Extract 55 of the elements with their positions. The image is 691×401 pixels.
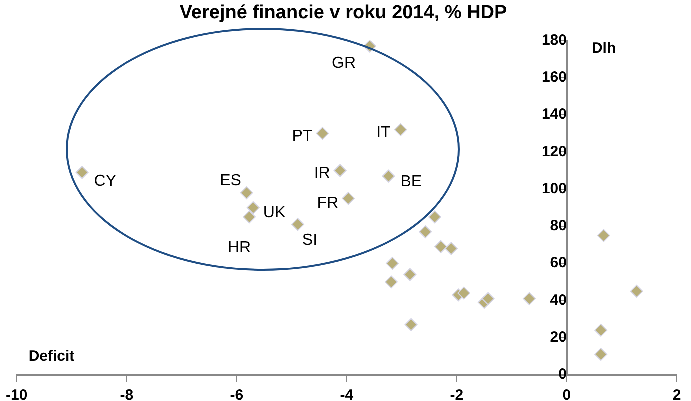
- annotation: HR: [228, 240, 252, 257]
- annotation: SI: [302, 232, 318, 250]
- annotation: FR: [317, 195, 339, 212]
- y-tick-label: 100: [542, 180, 567, 198]
- annotation: ES: [220, 172, 242, 190]
- y-tick-label: 80: [550, 218, 567, 235]
- point: [382, 170, 396, 183]
- point: [482, 292, 495, 306]
- point: [240, 186, 254, 200]
- annotation: IT: [376, 124, 392, 142]
- point: [428, 210, 442, 224]
- annotation: UK: [263, 204, 286, 222]
- point: [386, 257, 400, 270]
- y-tick-label: 20: [550, 329, 567, 346]
- x-axis-title: Deficit: [28, 348, 75, 366]
- point: [291, 218, 304, 232]
- annotation: IR: [314, 165, 330, 182]
- point: [76, 166, 89, 180]
- point: [404, 268, 417, 282]
- point: [334, 164, 347, 178]
- point: [419, 226, 432, 239]
- y-tick-label: 160: [542, 69, 567, 86]
- annotation: BE: [400, 174, 422, 191]
- point: [594, 348, 608, 362]
- point: [394, 123, 408, 136]
- point: [594, 324, 608, 337]
- point: [404, 318, 418, 332]
- x-tick-label: -10: [6, 387, 28, 401]
- point: [342, 192, 356, 206]
- point: [597, 229, 610, 242]
- point: [630, 284, 644, 298]
- x-tick-label: -6: [230, 387, 244, 401]
- point: [444, 242, 458, 256]
- y-tick-label: 40: [550, 292, 567, 309]
- point: [523, 292, 536, 306]
- point: [384, 276, 398, 289]
- point: [246, 201, 260, 214]
- y-axis-title: Dlh: [592, 40, 616, 57]
- y-tick-label: 140: [542, 106, 567, 124]
- point: [434, 240, 448, 254]
- x-tick-label: -2: [450, 387, 464, 401]
- annotation: GR: [332, 54, 356, 72]
- y-tick-label: 0: [558, 366, 567, 384]
- x-tick-label: -4: [340, 387, 354, 401]
- chart-title: Verejné financie v roku 2014, % HDP: [180, 2, 508, 24]
- x-tick-label: 2: [672, 387, 682, 401]
- y-tick-label: 120: [542, 143, 567, 160]
- annotation: CY: [94, 173, 117, 190]
- point: [316, 127, 330, 140]
- y-tick-label: 180: [542, 32, 567, 49]
- point: [458, 286, 471, 300]
- y-tick-label: 60: [550, 254, 567, 272]
- x-tick-label: -8: [120, 387, 134, 401]
- point: [243, 210, 256, 224]
- annotation: PT: [292, 128, 313, 146]
